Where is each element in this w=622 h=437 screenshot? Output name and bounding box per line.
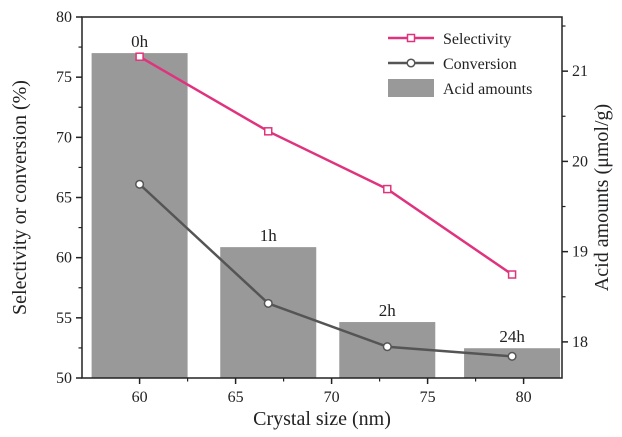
bar-time-label: 24h — [499, 327, 525, 346]
right-y-axis-title: Acid amounts (μmol/g) — [591, 104, 613, 291]
x-tick-label: 80 — [516, 389, 532, 406]
x-tick-label: 65 — [228, 389, 244, 406]
line-selectivity — [138, 55, 513, 276]
point-selectivity — [263, 127, 273, 136]
left-y-tick-label: 60 — [56, 250, 72, 267]
left-y-tick-label: 75 — [56, 69, 72, 86]
legend-swatch-acid-amounts — [388, 79, 434, 97]
right-y-tick-label: 19 — [572, 244, 588, 261]
line-series-layer — [135, 52, 517, 361]
left-y-tick-label: 80 — [56, 9, 72, 26]
point-selectivity — [383, 184, 392, 194]
x-tick-label: 75 — [420, 389, 436, 406]
x-tick-label: 60 — [132, 389, 148, 406]
right-y-tick-label: 20 — [572, 153, 588, 170]
left-y-tick-label: 65 — [56, 190, 72, 207]
point-conversion — [135, 179, 145, 189]
line-conversion — [138, 183, 513, 358]
legend-marker-conversion — [406, 58, 416, 68]
bar-time-label: 2h — [379, 301, 397, 320]
point-selectivity — [135, 52, 144, 61]
x-tick-label: 70 — [324, 389, 340, 406]
left-y-tick-label: 70 — [56, 129, 72, 146]
legend-marker-selectivity — [406, 33, 416, 43]
point-conversion — [263, 298, 273, 308]
point-selectivity — [507, 270, 517, 279]
left-y-axis-title: Selectivity or conversion (%) — [9, 80, 31, 315]
left-y-tick-label: 55 — [56, 310, 72, 327]
right-y-tick-label: 18 — [572, 334, 588, 351]
right-y-tick-label: 21 — [572, 63, 588, 80]
legend-label-acid-amounts: Acid amounts — [443, 81, 532, 98]
bar-time-label: 1h — [260, 226, 278, 245]
acid-amount-bar — [220, 247, 317, 378]
point-conversion — [507, 351, 517, 361]
point-conversion — [382, 342, 392, 352]
legend: Selectivity Conversion Acid amounts — [388, 31, 532, 98]
legend-label-conversion: Conversion — [443, 56, 517, 73]
axes-layer: 60 65 70 75 80 50 55 60 65 70 75 80 18 19 20 21 — [56, 9, 588, 406]
legend-label-selectivity: Selectivity — [443, 31, 511, 48]
x-axis-title: Crystal size (nm) — [253, 408, 391, 430]
left-y-tick-label: 50 — [56, 370, 72, 387]
bar-time-label: 0h — [131, 32, 149, 51]
